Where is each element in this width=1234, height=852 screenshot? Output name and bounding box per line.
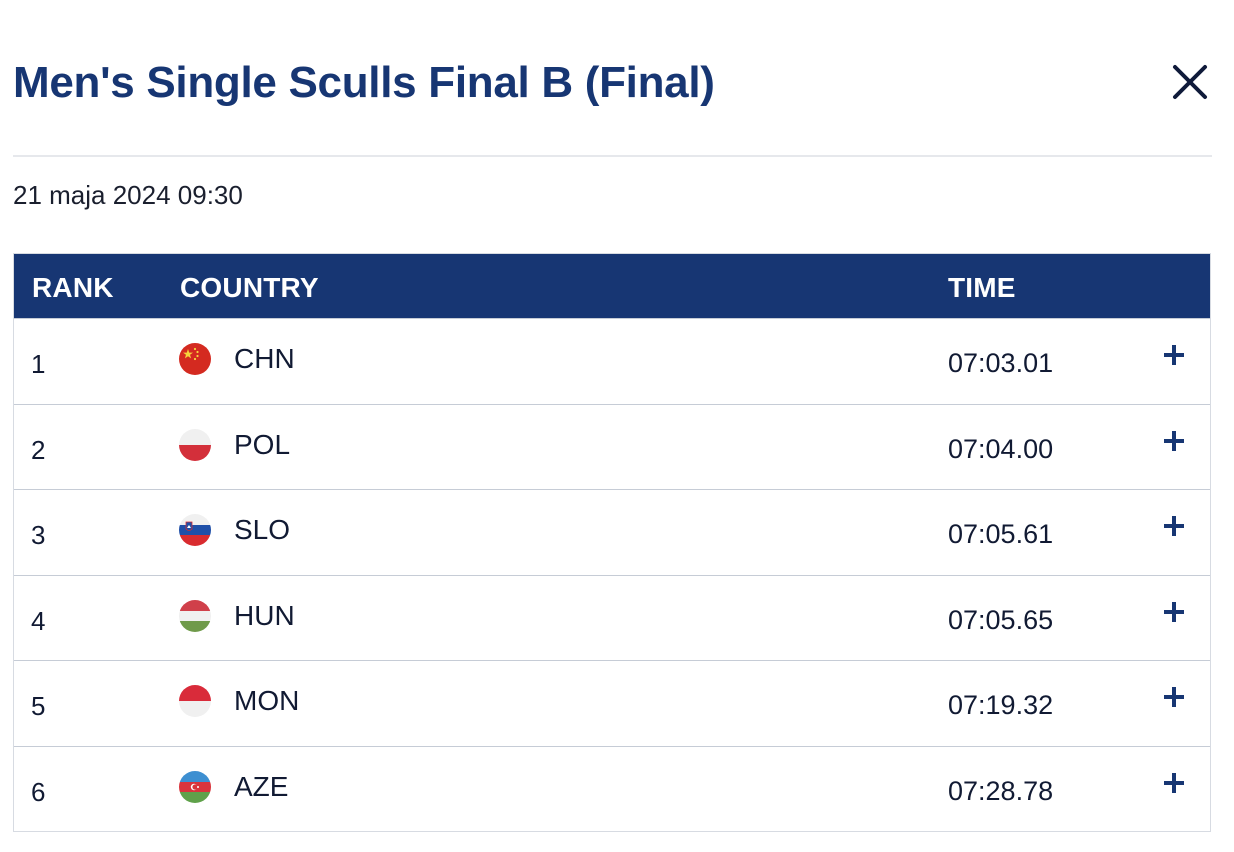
row-rank: 3: [31, 520, 46, 550]
page-title: Men's Single Sculls Final B (Final): [13, 58, 715, 107]
column-header-time: TIME: [948, 272, 1016, 303]
expand-row-button[interactable]: [1162, 600, 1186, 624]
expand-row-button[interactable]: [1162, 343, 1186, 367]
plus-icon: [1164, 601, 1184, 622]
china-flag-icon: [179, 343, 211, 375]
poland-flag-icon: [179, 428, 211, 461]
hungary-flag-icon: [179, 599, 211, 632]
row-country-code: MON: [234, 685, 300, 716]
column-header-rank: RANK: [32, 272, 114, 303]
table-row[interactable]: 4 HUN 07:05.65: [14, 574, 1210, 660]
row-country-code: POL: [234, 428, 291, 460]
row-country-code: HUN: [234, 599, 295, 631]
slovenia-flag-icon: [179, 514, 211, 546]
table-row[interactable]: 2 POL 07:04.00: [14, 403, 1210, 489]
row-rank: 6: [31, 776, 46, 807]
plus-icon: [1164, 687, 1184, 707]
table-row[interactable]: 1 CHN 07:03.01: [14, 318, 1210, 404]
plus-icon: [1164, 345, 1184, 365]
row-time: 07:04.00: [948, 433, 1054, 464]
table-row[interactable]: 3 SLO 07:05.61: [14, 489, 1210, 575]
row-time: 07:03.01: [948, 348, 1054, 378]
plus-icon: [1164, 516, 1184, 536]
row-rank: 5: [31, 691, 46, 721]
results-table: RANK COUNTRY TIME 1 CHN 07:03.01: [13, 253, 1211, 832]
table-header: RANK COUNTRY TIME: [14, 254, 1210, 318]
plus-icon: [1164, 772, 1184, 793]
header-divider: [13, 155, 1212, 157]
table-row[interactable]: 6 AZE 07:28.78: [14, 745, 1210, 831]
row-rank: 2: [31, 434, 46, 465]
row-time: 07:05.65: [948, 604, 1054, 635]
column-header-country: COUNTRY: [180, 272, 319, 303]
row-country-code: SLO: [234, 514, 291, 545]
row-time: 07:19.32: [948, 690, 1054, 720]
close-icon: [1173, 65, 1207, 99]
race-date: 21 maja 2024 09:30: [13, 180, 243, 210]
row-country-code: AZE: [234, 770, 289, 802]
plus-icon: [1164, 430, 1184, 451]
expand-row-button[interactable]: [1162, 429, 1186, 453]
dialog-header: Men's Single Sculls Final B (Final): [13, 52, 1212, 122]
expand-row-button[interactable]: [1162, 771, 1186, 795]
row-rank: 4: [31, 605, 46, 636]
row-time: 07:28.78: [948, 775, 1054, 806]
azerbaijan-flag-icon: [179, 770, 211, 803]
row-rank: 1: [31, 349, 46, 379]
row-time: 07:05.61: [948, 519, 1054, 549]
row-country-code: CHN: [234, 343, 295, 374]
table-row[interactable]: 5 MON 07:19.32: [14, 660, 1210, 746]
close-button[interactable]: [1168, 60, 1212, 104]
monaco-flag-icon: [179, 685, 211, 717]
expand-row-button[interactable]: [1162, 514, 1186, 538]
expand-row-button[interactable]: [1162, 685, 1186, 709]
